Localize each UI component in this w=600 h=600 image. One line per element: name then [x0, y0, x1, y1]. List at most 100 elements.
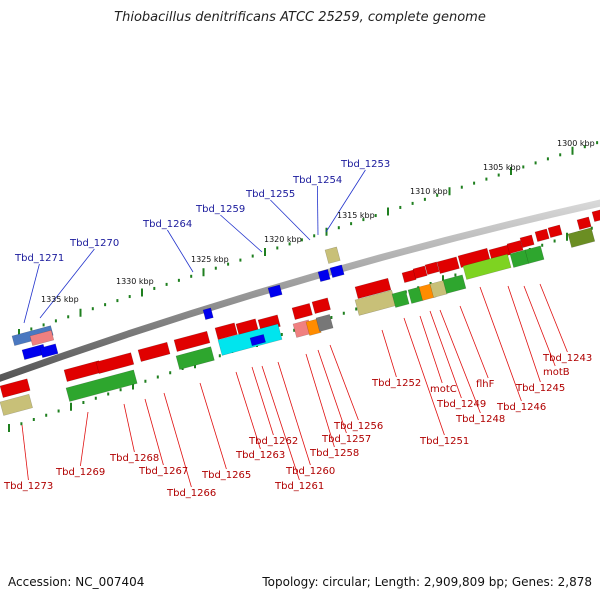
inner-scale-tick	[107, 392, 110, 396]
kbp-label: 1315 kbp	[337, 211, 375, 220]
scale-tick	[104, 303, 107, 307]
inner-scale-tick	[454, 273, 457, 277]
inner-scale-tick	[94, 396, 97, 400]
leader-line	[144, 398, 164, 466]
leader-line	[523, 285, 556, 367]
scale-tick	[546, 157, 549, 161]
inner-scale-tick	[156, 375, 159, 379]
gene-label: Tbd_1269	[55, 467, 105, 478]
inner-scale-tick	[45, 413, 48, 417]
scale-tick	[497, 173, 500, 177]
kbp-label: 1330 kbp	[116, 277, 154, 286]
genome-backbone	[0, 199, 600, 382]
scale-tick	[30, 327, 33, 331]
scale-tick	[202, 268, 205, 277]
leader-line	[251, 366, 274, 436]
label-leader-lines	[21, 169, 568, 488]
inner-scale-tick	[541, 243, 544, 247]
kbp-label: 1310 kbp	[410, 187, 448, 196]
gene-label: Tbd_1255	[245, 189, 295, 200]
scale-tick	[510, 167, 512, 175]
leader-line	[539, 283, 568, 353]
gene-label: Tbd_1258	[309, 448, 359, 459]
gene-label: flhF	[476, 379, 495, 390]
scale-tick	[423, 197, 426, 201]
gene-label: Tbd_1267	[138, 466, 188, 477]
scale-tick	[411, 201, 414, 205]
scale-tick	[399, 205, 402, 209]
inner-scale-tick	[218, 354, 221, 358]
gene-feature	[547, 224, 563, 238]
leader-line	[261, 365, 300, 481]
inner-scale-tick	[293, 328, 296, 332]
leader-line	[325, 169, 366, 233]
inner-scale-tick	[70, 402, 72, 411]
gene-feature	[202, 307, 214, 320]
scale-tick	[153, 286, 156, 290]
scale-tick	[337, 226, 340, 230]
gene-feature	[0, 378, 31, 398]
gene-label: motC	[430, 384, 457, 395]
gene-feature	[217, 323, 283, 356]
scale-tick	[190, 274, 193, 278]
scale-tick	[288, 242, 291, 246]
gene-label: Tbd_1253	[340, 159, 390, 170]
gene-label: Tbd_1261	[274, 481, 324, 492]
leader-line	[419, 315, 443, 384]
gene-feature	[442, 274, 467, 294]
gene-feature	[214, 322, 238, 340]
gene-label: Tbd_1266	[166, 488, 216, 499]
scale-tick	[571, 146, 574, 155]
inner-scale-tick	[355, 307, 358, 311]
gene-feature	[29, 329, 55, 346]
leader-line	[479, 286, 522, 402]
scale-tick	[313, 234, 316, 238]
scale-tick	[165, 282, 168, 286]
scale-tick	[276, 246, 279, 250]
leader-line	[507, 285, 541, 383]
gene-feature	[315, 314, 334, 332]
map-title: Thiobacillus denitrificans ATCC 25259, c…	[114, 10, 486, 25]
gene-label: Tbd_1251	[419, 436, 469, 447]
scale-tick	[534, 161, 537, 165]
gene-feature	[95, 352, 135, 374]
gene-feature	[137, 341, 171, 362]
kbp-label: 1335 kbp	[41, 295, 79, 304]
gene-label: Tbd_1257	[321, 434, 371, 445]
scale-tick	[177, 278, 180, 282]
scale-tick	[239, 258, 242, 262]
gene-label: Tbd_1268	[109, 453, 159, 464]
gene-label: Tbd_1252	[371, 378, 421, 389]
inner-scale-tick	[429, 282, 432, 285]
scale-tick	[116, 299, 119, 303]
scale-tick	[362, 218, 365, 222]
inner-scale-tick	[32, 418, 35, 421]
gene-features	[0, 209, 600, 416]
gene-feature	[436, 256, 460, 274]
gene-feature	[175, 346, 215, 370]
scale-tick	[436, 193, 439, 197]
leader-line	[317, 185, 319, 236]
gene-feature	[63, 360, 103, 382]
gene-feature	[524, 245, 545, 264]
gene-label: Tbd_1260	[285, 466, 335, 477]
gene-feature	[0, 393, 33, 416]
leader-line	[21, 424, 29, 481]
leader-line	[381, 329, 397, 378]
leader-line	[163, 392, 192, 488]
scale-tick	[264, 248, 266, 256]
leader-line	[220, 214, 263, 253]
scale-tick	[559, 153, 562, 157]
inner-scale-tick	[132, 381, 134, 390]
gene-label: Tbd_1248	[455, 414, 505, 425]
leader-line	[439, 309, 481, 414]
scale-tick	[128, 295, 131, 299]
inner-scale-tick	[20, 422, 23, 426]
gene-feature	[424, 261, 440, 275]
inner-scale-tick	[57, 409, 60, 413]
kbp-label: 1320 kbp	[264, 235, 302, 244]
leader-line	[123, 403, 135, 453]
leader-line	[270, 199, 311, 241]
scale-tick	[227, 262, 230, 266]
